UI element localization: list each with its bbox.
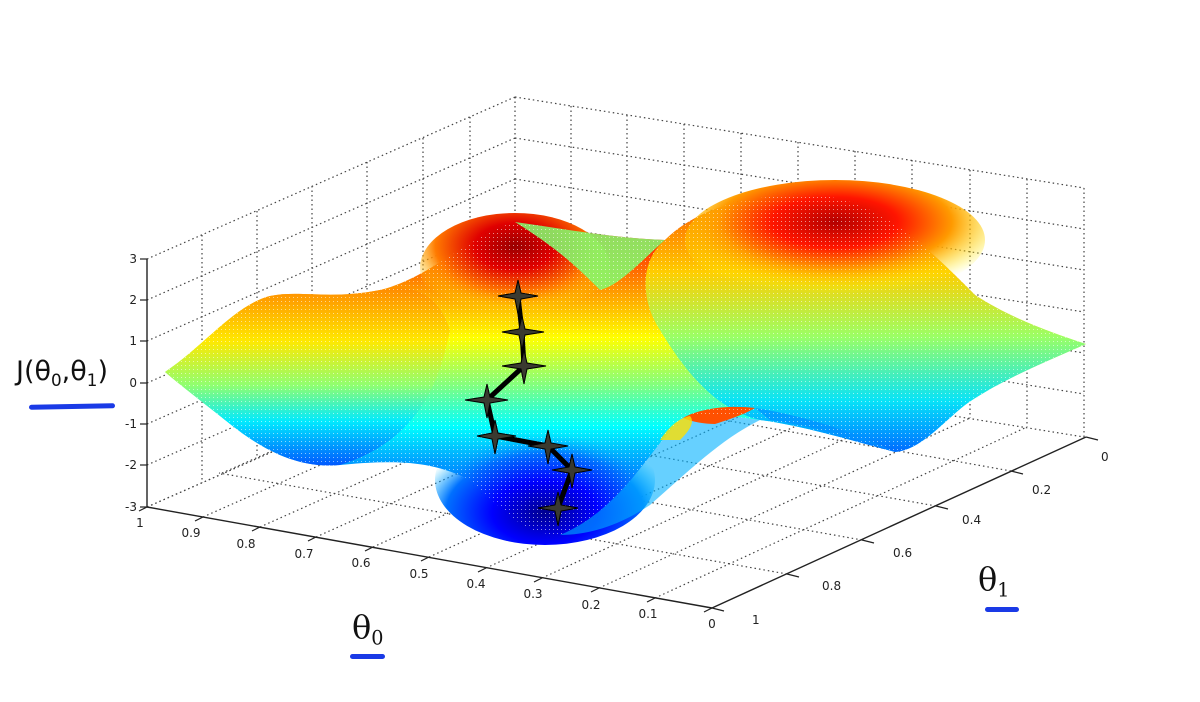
svg-text:1: 1 bbox=[129, 334, 137, 348]
star-marker bbox=[501, 349, 547, 385]
svg-text:1: 1 bbox=[136, 516, 144, 530]
svg-text:2: 2 bbox=[129, 293, 137, 307]
descent-path bbox=[464, 279, 593, 527]
svg-text:0.9: 0.9 bbox=[181, 526, 200, 540]
z-axis-label: J(θ0,θ1) bbox=[16, 356, 108, 390]
theta0-axis-label: θ0 bbox=[352, 608, 384, 650]
z-axis-ticks bbox=[140, 258, 147, 508]
svg-text:0.8: 0.8 bbox=[236, 537, 255, 551]
theta1-axis-label: θ1 bbox=[978, 560, 1010, 602]
star-marker bbox=[501, 315, 545, 351]
star-marker bbox=[527, 429, 569, 465]
theta1-axis-ticks bbox=[711, 436, 1099, 612]
z-axis-tick-labels: 3 2 1 0 -1 -2 -3 bbox=[125, 252, 137, 514]
svg-text:3: 3 bbox=[129, 252, 137, 266]
star-marker bbox=[497, 279, 539, 315]
svg-text:0.4: 0.4 bbox=[466, 577, 485, 591]
svg-text:0.6: 0.6 bbox=[893, 546, 912, 560]
svg-text:-3: -3 bbox=[125, 500, 137, 514]
star-marker bbox=[551, 453, 593, 489]
star-marker bbox=[476, 419, 517, 455]
svg-text:1: 1 bbox=[752, 613, 760, 627]
svg-text:0.2: 0.2 bbox=[1032, 483, 1051, 497]
svg-text:0.7: 0.7 bbox=[294, 547, 313, 561]
svg-text:0: 0 bbox=[1101, 450, 1109, 464]
star-marker bbox=[537, 491, 579, 527]
svg-text:0.6: 0.6 bbox=[351, 556, 370, 570]
cost-surface bbox=[165, 180, 1086, 545]
theta0-axis-ticks bbox=[138, 506, 713, 613]
svg-text:0: 0 bbox=[129, 376, 137, 390]
theta1-axis-tick-labels: 0 0.2 0.4 0.6 0.8 1 bbox=[752, 450, 1109, 627]
svg-text:-1: -1 bbox=[125, 417, 137, 431]
star-marker bbox=[464, 383, 509, 419]
svg-text:0.4: 0.4 bbox=[962, 513, 981, 527]
svg-text:0.1: 0.1 bbox=[638, 607, 657, 621]
theta0-label-underline bbox=[350, 654, 385, 659]
svg-text:-2: -2 bbox=[125, 458, 137, 472]
svg-text:0: 0 bbox=[708, 617, 716, 631]
theta1-label-underline bbox=[985, 607, 1019, 612]
svg-text:0.5: 0.5 bbox=[409, 567, 428, 581]
theta0-axis-tick-labels: 1 0.9 0.8 0.7 0.6 0.5 0.4 0.3 0.2 0.1 0 bbox=[136, 516, 716, 631]
svg-text:0.3: 0.3 bbox=[523, 587, 542, 601]
svg-text:0.8: 0.8 bbox=[822, 579, 841, 593]
svg-text:0.2: 0.2 bbox=[581, 598, 600, 612]
